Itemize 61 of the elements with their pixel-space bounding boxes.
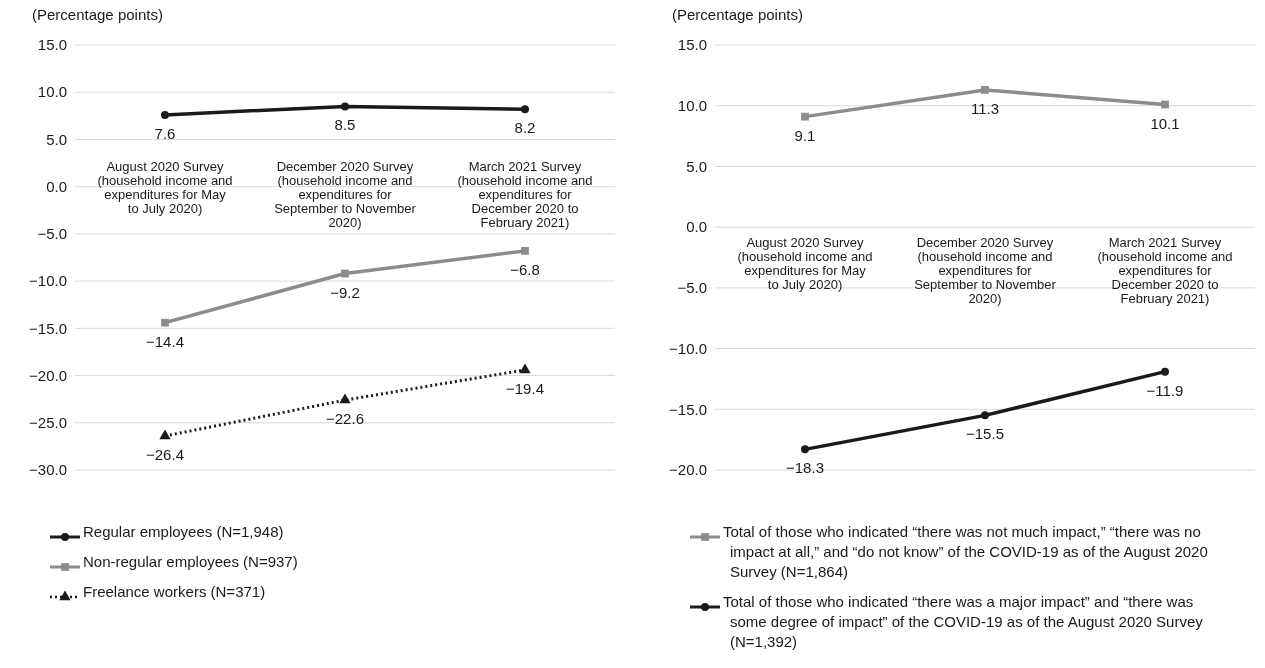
y-tick-label: 5.0 [46,130,67,148]
y-tick-label: 0.0 [46,177,67,195]
y-tick-label: 10.0 [37,83,67,101]
point [1161,367,1169,376]
point [341,269,349,278]
point [161,110,169,119]
y-tick-label: −15.0 [29,319,67,337]
y-tick-label: −25.0 [29,414,67,432]
data-label: 10.1 [1150,114,1180,132]
y-tick-label: −10.0 [669,339,707,357]
y-axis-title: (Percentage points) [32,6,163,23]
y-tick-label: 15.0 [677,36,707,54]
point [521,105,529,114]
legend-label: Freelance workers (N=371) [83,583,266,600]
data-label: −22.6 [326,410,364,428]
point [981,411,989,420]
data-label: −19.4 [506,379,544,397]
x-tick-label: December 2020 Survey (household income and expenditures for September to November 2020) [914,235,1057,307]
point [521,247,529,255]
data-label: −11.9 [1146,381,1184,399]
point [981,86,989,94]
point [801,112,809,121]
y-tick-label: −10.0 [29,272,67,290]
legend-label: Total of those who indicated “there was not much impact,” “there was no impact at all,” and “do not know” of the COVID-19 as of the August 2020 Survey (N=1,864) [723,523,1208,580]
x-tick-label: March 2021 Survey (household income and expenditures for December 2020 to February 2021) [1097,235,1233,307]
x-tick-label: August 2020 Survey (household income and expenditures for May to July 2020) [97,158,233,216]
data-label: −15.5 [966,425,1004,443]
x-tick-label: March 2021 Survey (household income and expenditures for December 2020 to February 2021) [457,158,593,230]
data-label: 7.6 [154,124,176,142]
point [339,393,351,404]
y-tick-label: −30.0 [29,461,67,479]
data-label: −26.4 [146,446,184,463]
data-label: 8.2 [514,119,536,137]
point [1161,100,1169,109]
y-tick-label: −5.0 [37,225,67,243]
point [159,429,171,440]
data-label: 11.3 [970,99,1000,117]
point [161,318,169,327]
y-tick-label: 15.0 [37,36,67,54]
y-tick-label: 10.0 [677,96,707,114]
data-label: −9.2 [330,283,360,301]
point [341,102,349,111]
data-label: −6.8 [510,260,540,278]
x-tick-label: December 2020 Survey (household income and expenditures for September to November 2020) [274,158,417,230]
data-label: 8.5 [334,116,356,134]
legend-label: Total of those who indicated “there was a major impact” and “there was some degree of impact” of the COVID-19 as of the August 2020 Survey (N=1,392) [723,593,1204,650]
point [801,445,809,454]
y-tick-label: −20.0 [29,366,67,384]
y-tick-label: 0.0 [686,218,707,236]
data-label: −14.4 [146,332,184,350]
legend-label: Regular employees (N=1,948) [83,523,284,540]
x-tick-label: August 2020 Survey (household income and expenditures for May to July 2020) [737,235,873,293]
data-label: −18.3 [786,459,824,477]
y-tick-label: 5.0 [686,157,707,175]
legend-label: Non-regular employees (N=937) [83,553,298,570]
point [519,363,531,374]
y-tick-label: −20.0 [669,461,707,479]
data-label: 9.1 [794,126,816,144]
y-tick-label: −15.0 [669,400,707,418]
y-axis-title: (Percentage points) [672,6,803,23]
y-tick-label: −5.0 [677,279,707,297]
